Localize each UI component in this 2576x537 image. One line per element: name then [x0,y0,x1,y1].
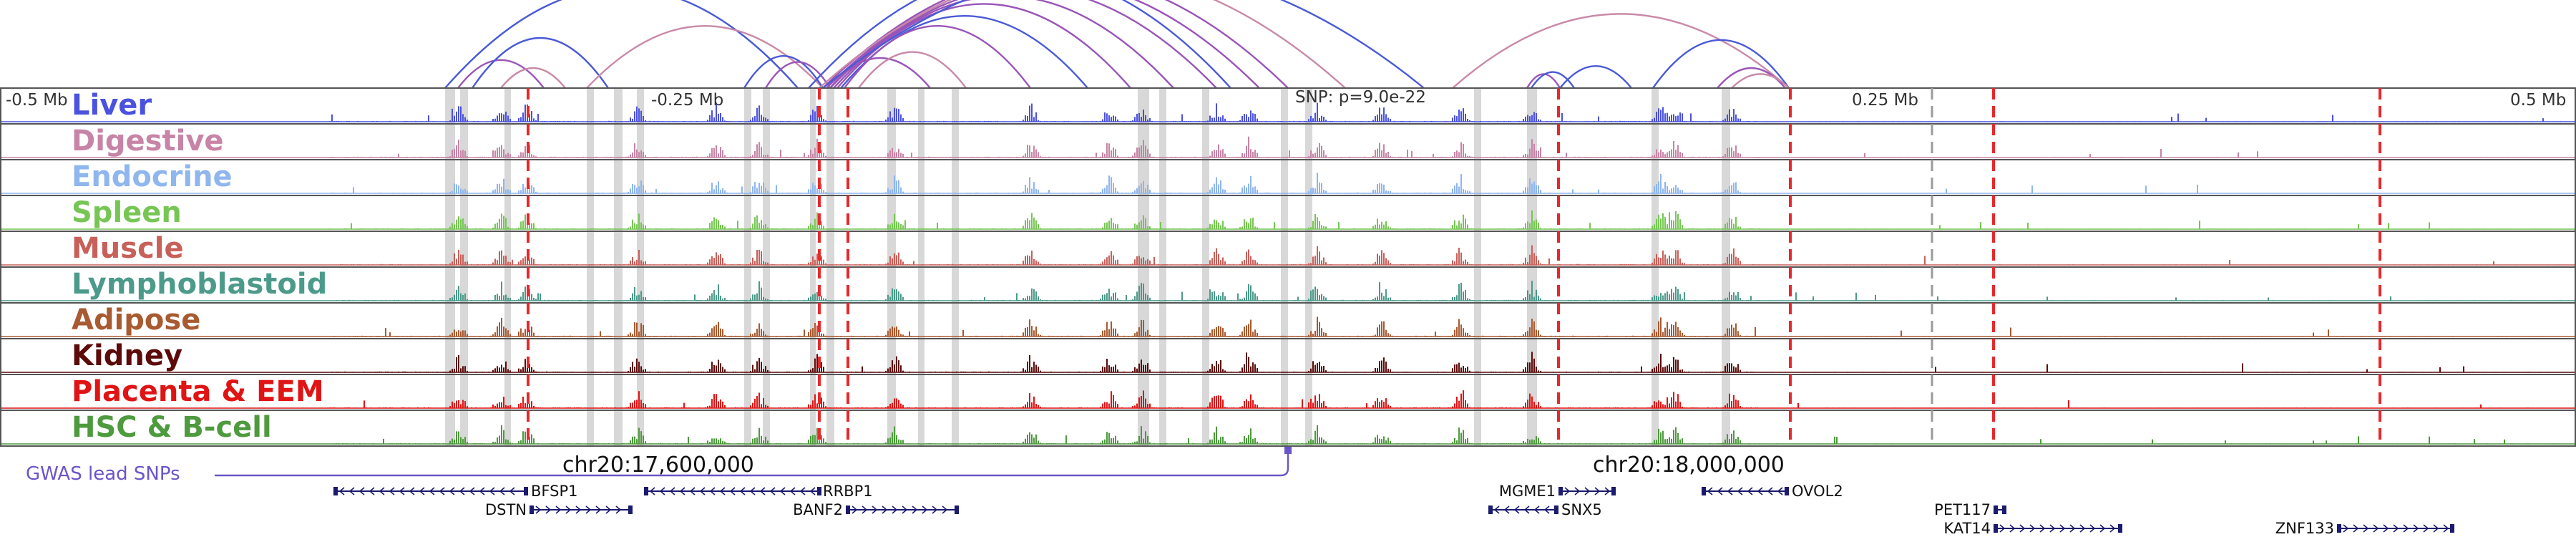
gene-rrbp1: RRBP1 [644,483,873,500]
gene-label: ZNF133 [2275,520,2334,537]
gene-label: MGME1 [1499,483,1556,500]
loop-arc [586,25,824,89]
pos-label-minus-0-5: -0.5 Mb [6,91,68,110]
loop-arc [829,57,931,89]
track-labels: LiverDigestiveEndocrineSpleenMuscleLymph… [72,89,327,444]
gene-label: OVOL2 [1792,483,1843,500]
loop-arc [822,0,1425,89]
gene-kat14: KAT14 [1943,520,2122,537]
gene-snx5: SNX5 [1488,501,1602,518]
loop-arc [457,59,545,89]
pos-label-plus-0-25: 0.25 Mb [1852,91,1918,110]
track-label-muscle: Muscle [72,232,184,265]
gene-label: SNX5 [1561,501,1602,518]
pos-label-plus-0-5: 0.5 Mb [2510,91,2566,110]
loop-arc [1559,65,1632,89]
gene-label: BFSP1 [531,483,577,500]
chromatin-loop-arcs [444,0,1790,89]
track-label-kidney: Kidney [72,339,182,372]
loop-arc [1452,13,1790,89]
track-label-spleen: Spleen [72,196,182,229]
gwas-label: GWAS lead SNPs [26,463,180,485]
gene-label: KAT14 [1943,520,1991,537]
loop-arc [822,0,1289,89]
gene-ovol2: OVOL2 [1702,483,1843,500]
signal-liver [0,102,2576,122]
loop-arc [829,0,1217,89]
signal-endocrine [0,173,2576,193]
gene-bfsp1: BFSP1 [333,483,577,500]
coord-label-18000000: chr20:18,000,000 [1593,453,1785,478]
gwas-connector [215,450,1289,477]
track-label-digestive: Digestive [72,125,224,158]
gene-banf2: BANF2 [793,501,959,518]
track-label-lymphoblastoid: Lymphoblastoid [72,268,327,301]
loop-arc [826,0,1260,89]
track-label-endocrine: Endocrine [72,160,233,193]
loop-arc [808,0,1231,89]
loop-arc [764,61,831,89]
tissue-tracks [0,87,2576,447]
gene-label: RRBP1 [823,483,873,500]
coordinate-labels: chr20:17,600,000 chr20:18,000,000 [562,453,1785,478]
track-label-liver: Liver [72,89,152,122]
gene-dstn: DSTN [485,501,633,518]
loop-arc [858,51,967,89]
loop-arc [743,55,824,89]
gene-mgme1: MGME1 [1499,483,1616,500]
loop-arc [844,25,1031,89]
snp-annotation: SNP: p=9.0e-22 [1295,88,1426,107]
gwas-track: GWAS lead SNPs [26,447,1292,485]
position-ruler: -0.5 Mb -0.25 Mb 0.25 Mb 0.5 Mb SNP: p=9… [6,88,2566,110]
gene-znf133: ZNF133 [2275,520,2454,537]
gene-pet117: PET117 [1934,501,2006,518]
loop-arc [819,0,1346,89]
loop-arc [1652,39,1790,89]
gwas-snp-marker [1284,447,1292,454]
gene-label: BANF2 [793,501,843,518]
loop-arc [833,0,1174,89]
track-label-adipose: Adipose [72,304,200,337]
track-label-hsc-b-cell: HSC & B-cell [72,411,272,444]
loop-arc [472,37,609,89]
signal-spleen [0,210,2576,229]
signal-placenta-eem [0,390,2576,408]
signal-hsc-b-cell [0,425,2576,444]
signal-adipose [0,316,2576,337]
pos-label-minus-0-25: -0.25 Mb [651,91,723,110]
gene-label: PET117 [1934,501,1991,518]
track-label-placenta-eem: Placenta & EEM [72,375,324,408]
gene-label: DSTN [485,501,527,518]
loop-arc [1531,71,1575,89]
loop-arc [444,0,799,89]
loop-arc [500,67,566,89]
boundary-lines [527,88,2381,446]
loop-arc [1731,73,1790,89]
coord-label-17600000: chr20:17,600,000 [562,453,754,478]
signal-digestive [0,136,2576,158]
